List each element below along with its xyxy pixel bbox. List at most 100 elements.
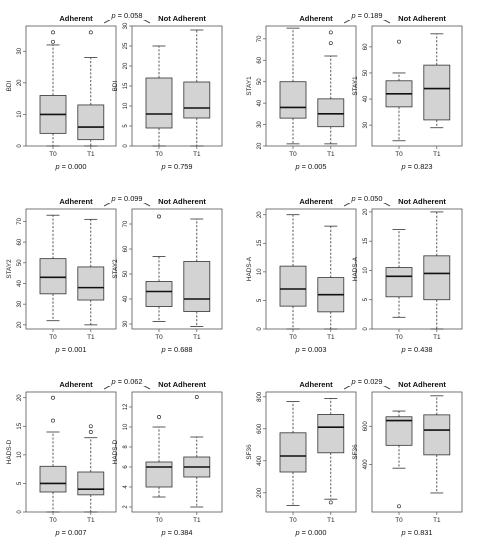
p-equals: = — [356, 11, 364, 20]
between-group-p-value: p = 0.058 — [110, 11, 142, 20]
p-value-number: 0.007 — [68, 528, 87, 537]
outlier-point — [194, 395, 199, 399]
p-equals: = — [116, 194, 124, 203]
p-value-number: 0.005 — [308, 162, 327, 171]
y-tick-label: 5 — [123, 124, 129, 128]
between-group-p-value: p = 0.029 — [350, 377, 382, 386]
outlier-point — [51, 395, 55, 400]
outlier-point — [397, 504, 401, 509]
y-tick-label: 10 — [257, 268, 263, 275]
y-tick-label: 30 — [17, 47, 23, 54]
plot-frame — [371, 391, 463, 513]
y-tick-label: 4 — [123, 485, 129, 489]
y-tick-label: 20 — [17, 394, 23, 401]
iqr-box — [423, 414, 451, 456]
p-value-number: 0.062 — [124, 377, 143, 386]
x-tick-label-t1: T1 — [433, 334, 441, 341]
bracket-label-bg — [347, 193, 387, 203]
x-tick-label-t1: T1 — [327, 517, 335, 524]
y-tick-label: 15 — [123, 82, 129, 89]
y-tick-label: 15 — [257, 239, 263, 246]
p-equals: = — [60, 528, 68, 537]
p-value-number: 0.189 — [364, 11, 383, 20]
plot-frame — [131, 391, 223, 513]
y-tick-label: 20 — [363, 208, 369, 215]
y-tick-label: 15 — [363, 237, 369, 244]
y-axis-label: STAY2 — [112, 259, 119, 279]
p-symbol: p — [110, 377, 115, 386]
y-tick-label: 15 — [17, 422, 23, 429]
group-label-adherent: Adherent — [299, 380, 333, 389]
box-t1: T1 — [423, 33, 451, 158]
y-axis-label: BDI — [6, 80, 13, 91]
y-tick-label: 5 — [17, 481, 23, 485]
plot-frame — [371, 208, 463, 330]
chart-hads-a: Adherent Not Adherent p = 0.050 0 5 10 15 20 HAD… — [246, 193, 463, 354]
p-value-number: 0.831 — [414, 528, 433, 537]
box-t1: T1 — [317, 397, 345, 524]
y-tick-label: 600 — [257, 423, 263, 434]
p-symbol: p — [160, 162, 165, 171]
iqr-box — [77, 471, 105, 496]
iqr-box — [183, 261, 211, 312]
y-tick-label: 30 — [257, 121, 263, 128]
chart-stay2: Adherent Not Adherent p = 0.099 20 30 40 50 60 7… — [6, 193, 223, 354]
p-symbol: p — [350, 194, 355, 203]
between-group-p-value: p = 0.189 — [350, 11, 382, 20]
within-group-p-value: p = 0.438 — [400, 345, 432, 354]
x-tick-label-t0: T0 — [289, 334, 297, 341]
x-tick-label-t0: T0 — [395, 334, 403, 341]
y-tick-label: 60 — [123, 245, 129, 252]
p-equals: = — [116, 11, 124, 20]
p-value-number: 0.384 — [174, 528, 193, 537]
y-tick-label: 20 — [257, 211, 263, 218]
y-tick-label: 50 — [17, 259, 23, 266]
y-tick-label: 12 — [123, 403, 129, 410]
group-label-not-adherent: Not Adherent — [158, 380, 206, 389]
p-symbol: p — [400, 345, 405, 354]
y-axis-label: SF36 — [352, 444, 359, 460]
p-value-number: 0.759 — [174, 162, 193, 171]
y-tick-label: 70 — [123, 220, 129, 227]
group-label-not-adherent: Not Adherent — [398, 380, 446, 389]
x-tick-label-t0: T0 — [289, 517, 297, 524]
plot-frame — [265, 208, 357, 330]
plot-frame — [265, 391, 357, 513]
group-label-not-adherent: Not Adherent — [158, 197, 206, 206]
within-group-p-value: p = 0.007 — [54, 528, 86, 537]
x-tick-label-t0: T0 — [49, 517, 57, 524]
y-tick-label: 40 — [257, 99, 263, 106]
group-label-adherent: Adherent — [59, 380, 93, 389]
y-tick-label: 60 — [363, 43, 369, 50]
box-t1: T1 — [77, 424, 105, 524]
group-label-adherent: Adherent — [299, 197, 333, 206]
iqr-box — [39, 258, 67, 295]
y-tick-label: 10 — [17, 110, 23, 117]
within-group-p-value: p = 0.000 — [294, 528, 326, 537]
p-equals: = — [300, 162, 308, 171]
p-symbol: p — [400, 528, 405, 537]
p-equals: = — [356, 377, 364, 386]
box-t1: T1 — [183, 395, 211, 524]
p-equals: = — [60, 345, 68, 354]
box-t1: T1 — [77, 218, 105, 341]
bracket-label-bg — [107, 10, 147, 20]
y-tick-label: 10 — [123, 423, 129, 430]
p-value-number: 0.029 — [364, 377, 383, 386]
box-t0: T0 — [39, 214, 67, 341]
p-equals: = — [300, 345, 308, 354]
outlier-point — [328, 41, 333, 46]
p-value-number: 0.058 — [124, 11, 143, 20]
within-group-p-value: p = 0.688 — [160, 345, 192, 354]
chart-stay1: Adherent Not Adherent p = 0.189 20 30 40 50 60 7… — [246, 10, 463, 171]
y-tick-label: 60 — [257, 56, 263, 63]
outlier-point — [88, 30, 93, 35]
chart-bdi: Adherent Not Adherent p = 0.058 0 10 20 30 BDI T… — [6, 10, 223, 171]
box-t1: T1 — [317, 30, 345, 158]
p-equals: = — [116, 377, 124, 386]
